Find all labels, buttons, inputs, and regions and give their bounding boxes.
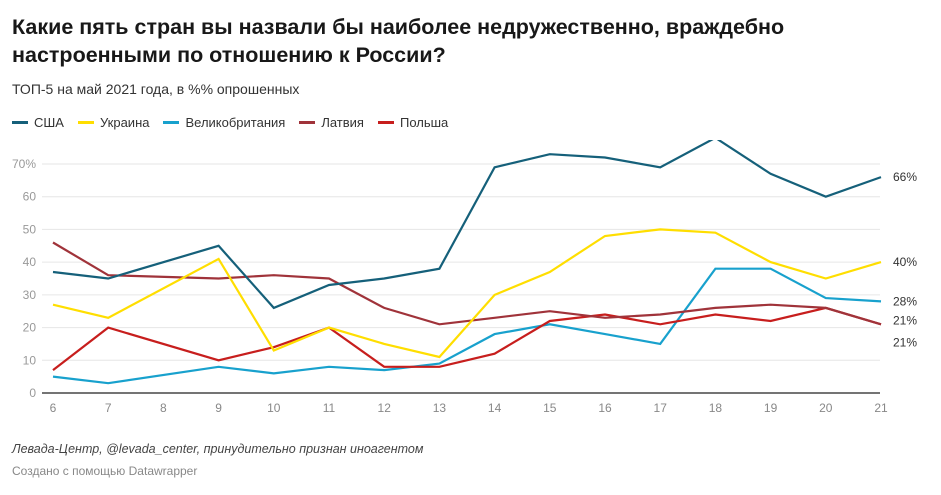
- y-tick-label: 40: [23, 255, 37, 269]
- end-label: 21%: [893, 335, 917, 349]
- x-tick-label: 10: [267, 401, 281, 415]
- x-tick-label: 15: [543, 401, 557, 415]
- x-tick-label: 14: [488, 401, 502, 415]
- x-tick-label: 18: [709, 401, 723, 415]
- y-tick-label: 50: [23, 222, 37, 236]
- legend-item-uk: Великобритания: [163, 115, 285, 130]
- x-axis-ticks: 6 7 8 9 10 11 12 13 14 15 16 17 18 19 20 21: [50, 401, 888, 415]
- legend-label-poland: Польша: [400, 115, 448, 130]
- end-label: 66%: [893, 170, 917, 184]
- legend-swatch-uk: [163, 121, 179, 124]
- x-tick-label: 21: [874, 401, 888, 415]
- series-line-1: [53, 229, 881, 357]
- x-tick-label: 11: [323, 401, 336, 415]
- x-tick-label: 9: [215, 401, 222, 415]
- series-lines: [53, 140, 881, 383]
- y-tick-label: 10: [23, 353, 37, 367]
- chart-title: Какие пять стран вы назвали бы наиболее …: [12, 13, 922, 69]
- series-line-0: [53, 140, 881, 308]
- chart-subtitle: ТОП-5 на май 2021 года, в %% опрошенных: [12, 81, 299, 97]
- legend-item-usa: США: [12, 115, 64, 130]
- x-tick-label: 19: [764, 401, 778, 415]
- y-tick-label: 0: [29, 386, 36, 400]
- legend-label-latvia: Латвия: [321, 115, 364, 130]
- end-label: 28%: [893, 294, 917, 308]
- legend-swatch-latvia: [299, 121, 315, 124]
- y-tick-label: 30: [23, 288, 37, 302]
- x-tick-label: 20: [819, 401, 833, 415]
- end-label: 40%: [893, 255, 917, 269]
- legend-item-latvia: Латвия: [299, 115, 364, 130]
- legend-label-ukraine: Украина: [100, 115, 150, 130]
- y-axis-ticks: 0 10 20 30 40 50 60 70%: [12, 157, 36, 400]
- legend: США Украина Великобритания Латвия Польша: [12, 115, 448, 130]
- legend-item-ukraine: Украина: [78, 115, 150, 130]
- legend-swatch-ukraine: [78, 121, 94, 124]
- y-tick-label: 70%: [12, 157, 36, 171]
- x-tick-label: 6: [50, 401, 57, 415]
- legend-item-poland: Польша: [378, 115, 448, 130]
- legend-swatch-poland: [378, 121, 394, 124]
- source-note: Левада-Центр, @levada_center, принудител…: [12, 442, 423, 456]
- legend-label-uk: Великобритания: [185, 115, 285, 130]
- y-tick-label: 60: [23, 190, 37, 204]
- x-tick-label: 13: [433, 401, 447, 415]
- end-labels: 66% 40% 28% 21% 21%: [893, 170, 917, 349]
- x-tick-label: 7: [105, 401, 112, 415]
- x-tick-label: 16: [598, 401, 612, 415]
- legend-label-usa: США: [34, 115, 64, 130]
- y-tick-label: 20: [23, 321, 37, 335]
- gridlines: [42, 164, 880, 360]
- x-tick-label: 12: [378, 401, 392, 415]
- end-label: 21%: [893, 313, 917, 327]
- credit-note: Создано с помощью Datawrapper: [12, 464, 197, 478]
- x-tick-label: 17: [654, 401, 668, 415]
- x-tick-label: 8: [160, 401, 167, 415]
- line-chart: 0 10 20 30 40 50 60 70% 6 7 8 9 10 11 12 13 14 15 16 17 18 1…: [0, 140, 941, 430]
- legend-swatch-usa: [12, 121, 28, 124]
